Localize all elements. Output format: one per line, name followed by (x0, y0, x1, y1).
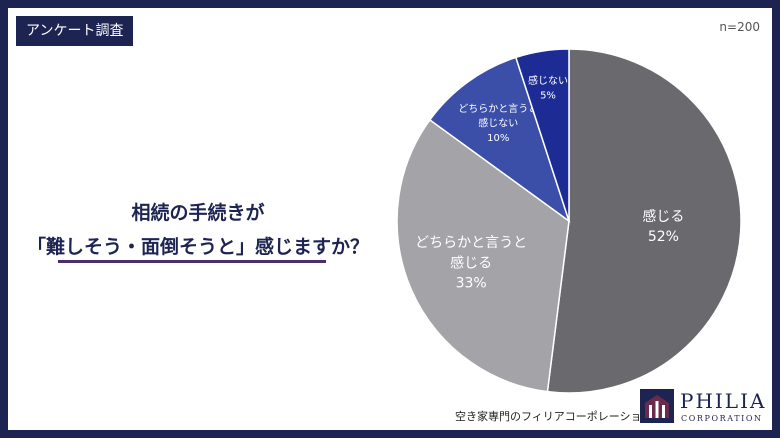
brand-subtitle: CORPORATION (681, 414, 763, 423)
pie-value-label: 52% (648, 229, 679, 245)
pie-category-label: 感じる (642, 208, 684, 225)
slide-card: アンケート調査 n=200 相続の手続きが 「難しそう・面倒そうと」感じますか？… (8, 8, 772, 430)
question-title: 相続の手続きが 「難しそう・面倒そうと」感じますか？ (8, 196, 388, 264)
brand-name: PHILIA (680, 389, 767, 413)
sample-size: n=200 (719, 20, 760, 34)
pie-category-label: どちらかと言うと (415, 235, 527, 251)
building-icon (640, 389, 674, 423)
pie-slice (546, 48, 742, 394)
philia-logo: PHILIA CORPORATION (640, 389, 768, 425)
pie-value-label: 5% (540, 91, 556, 102)
question-line-1: 相続の手続きが (131, 202, 265, 224)
pie-category-label: 感じない (528, 74, 568, 87)
pie-slice (428, 56, 571, 223)
pie-slice (514, 48, 570, 222)
pie-value-label: 33% (456, 276, 487, 292)
title-underline (58, 260, 326, 263)
pie-slice (396, 118, 570, 393)
pie-category-label: どちらかと言うと (458, 102, 538, 115)
pie-value-label: 10% (487, 133, 509, 144)
pie-category-label: 感じない (478, 117, 518, 130)
source-text: 空き家専門のフィリアコーポレーション (455, 410, 653, 423)
pie-chart: 感じる52%どちらかと言うと感じる33%どちらかと言うと感じない10%感じない5… (396, 48, 742, 394)
survey-tag: アンケート調査 (16, 16, 134, 46)
pie-category-label: 感じる (450, 254, 492, 271)
question-line-2: 「難しそう・面倒そうと」感じますか？ (26, 236, 369, 258)
